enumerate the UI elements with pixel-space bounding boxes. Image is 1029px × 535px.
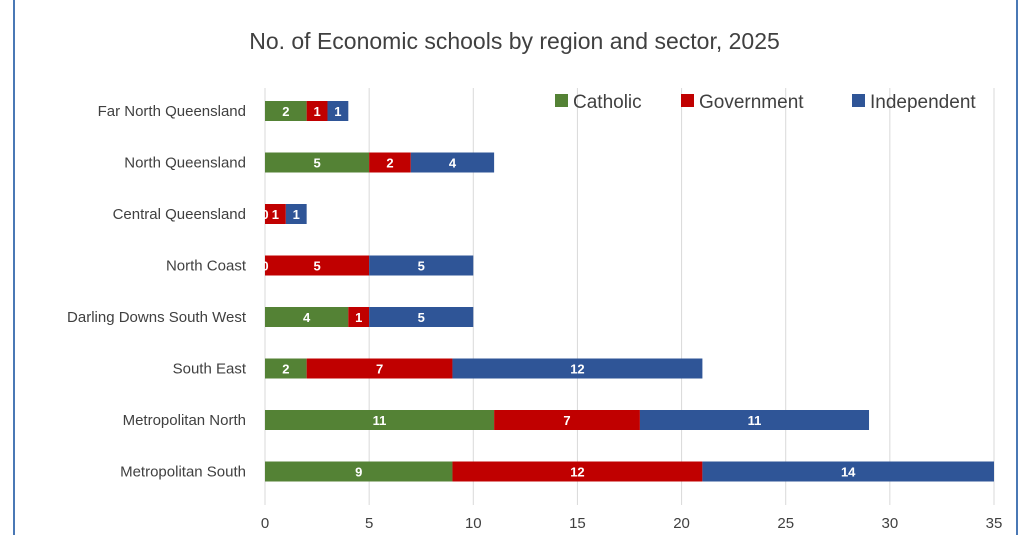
legend-swatch bbox=[852, 94, 865, 107]
x-tick-label: 30 bbox=[882, 515, 899, 532]
data-label: 1 bbox=[355, 310, 362, 325]
x-tick-label: 20 bbox=[673, 515, 690, 532]
bar-segment bbox=[452, 461, 703, 482]
data-label: 1 bbox=[334, 104, 341, 119]
bar-segment bbox=[285, 204, 307, 224]
data-label: 11 bbox=[373, 413, 387, 428]
bar-segment bbox=[265, 307, 349, 327]
bar-segment bbox=[265, 255, 370, 276]
data-label: 5 bbox=[418, 259, 425, 274]
data-label: 5 bbox=[418, 310, 425, 325]
x-tick-label: 10 bbox=[465, 515, 482, 532]
bar-segment bbox=[452, 358, 703, 379]
legend-swatch bbox=[555, 94, 568, 107]
legend: Catholic Government Independent bbox=[555, 92, 976, 113]
bar-segment bbox=[306, 358, 453, 379]
bars bbox=[265, 101, 994, 482]
category-label: North Queensland bbox=[124, 155, 246, 172]
data-label: 14 bbox=[841, 465, 856, 480]
category-label: Darling Downs South West bbox=[67, 309, 247, 326]
data-label: 0 bbox=[261, 259, 268, 274]
category-label: North Coast bbox=[166, 258, 247, 275]
bar-segment bbox=[410, 152, 495, 173]
bar-segment bbox=[265, 358, 307, 379]
legend-swatch bbox=[681, 94, 694, 107]
data-label: 9 bbox=[355, 465, 362, 480]
x-tick-label: 35 bbox=[986, 515, 1003, 532]
bar-segment bbox=[265, 204, 286, 224]
x-tick-labels: 0 5 10 15 20 25 30 35 bbox=[261, 515, 1003, 532]
bar-segment bbox=[265, 152, 370, 173]
data-label: 7 bbox=[563, 413, 570, 428]
chart-title: No. of Economic schools by region and se… bbox=[249, 28, 780, 54]
category-label: Metropolitan South bbox=[120, 464, 246, 481]
category-label: Metropolitan North bbox=[123, 412, 246, 429]
data-label: 12 bbox=[570, 362, 584, 377]
data-label: 4 bbox=[303, 310, 311, 325]
chart-frame-left bbox=[13, 0, 15, 535]
data-label: 1 bbox=[293, 207, 300, 222]
category-label: Far North Queensland bbox=[98, 103, 246, 120]
legend-label: Government bbox=[699, 92, 804, 113]
bar-segment bbox=[348, 307, 370, 327]
bar-segment bbox=[639, 410, 870, 430]
data-label: 4 bbox=[449, 156, 457, 171]
category-labels: Far North Queensland North Queensland Cent… bbox=[67, 103, 247, 481]
data-label: 0 bbox=[261, 207, 268, 222]
legend-label: Catholic bbox=[573, 92, 642, 113]
bar-segment bbox=[306, 101, 328, 121]
category-label: South East bbox=[173, 361, 247, 378]
x-tick-label: 25 bbox=[777, 515, 794, 532]
bar-segment bbox=[369, 152, 411, 173]
data-label: 12 bbox=[570, 465, 584, 480]
data-label: 7 bbox=[376, 362, 383, 377]
bar-segment bbox=[327, 101, 349, 121]
x-tick-label: 15 bbox=[569, 515, 586, 532]
bar-segment bbox=[369, 255, 474, 276]
bar-segment bbox=[265, 461, 453, 482]
bar-segment bbox=[702, 461, 994, 482]
data-label: 5 bbox=[313, 259, 320, 274]
legend-label: Independent bbox=[870, 92, 976, 113]
x-tick-label: 5 bbox=[365, 515, 373, 532]
bar-segment bbox=[494, 410, 640, 430]
bar-segment bbox=[265, 410, 495, 430]
x-tick-label: 0 bbox=[261, 515, 269, 532]
category-label: Central Queensland bbox=[113, 206, 246, 223]
data-label: 2 bbox=[282, 362, 289, 377]
data-label: 11 bbox=[748, 413, 762, 428]
data-label: 1 bbox=[272, 207, 279, 222]
data-label: 2 bbox=[282, 104, 289, 119]
data-label: 2 bbox=[386, 156, 393, 171]
data-label: 1 bbox=[313, 104, 320, 119]
bar-segment bbox=[369, 307, 474, 327]
bar-segment bbox=[265, 101, 307, 121]
data-label: 5 bbox=[313, 156, 320, 171]
chart-frame-right bbox=[1016, 0, 1018, 535]
gridlines bbox=[264, 88, 995, 505]
